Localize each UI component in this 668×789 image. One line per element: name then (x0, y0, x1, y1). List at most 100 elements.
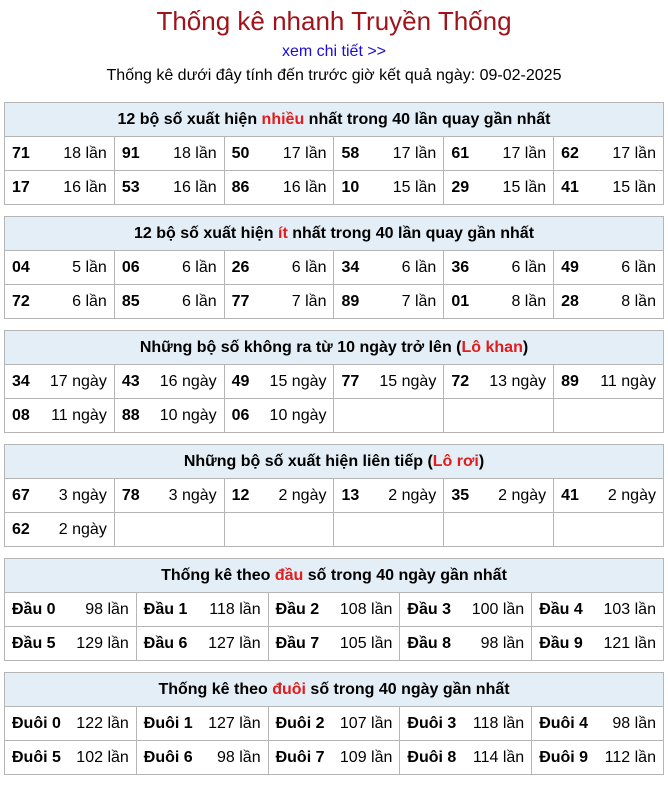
section-title-text: nhất trong 40 lần quay gần nhất (304, 111, 551, 128)
stat-cell: 12 2 ngày (225, 479, 335, 512)
stat-value: 2 ngày (278, 486, 327, 504)
stat-key: 35 (451, 486, 470, 504)
section-title-highlight: ít (278, 225, 288, 242)
view-details-link[interactable]: xem chi tiết >> (281, 43, 387, 60)
stat-cell: Đuôi 4 98 lần (532, 707, 663, 740)
stat-cell: Đuôi 9 112 lần (532, 741, 663, 774)
section-title-text: nhất trong 40 lần quay gần nhất (287, 225, 535, 242)
stat-key: Đuôi 9 (539, 748, 589, 766)
stat-key: 41 (561, 178, 579, 196)
stat-cell: 62 2 ngày (5, 513, 115, 546)
stat-value: 107 lần (339, 714, 393, 732)
stat-key: Đầu 7 (275, 634, 320, 652)
stat-cell: Đuôi 8 114 lần (400, 741, 533, 774)
stat-value: 6 lần (511, 258, 547, 276)
stat-key: 53 (121, 178, 140, 196)
stat-cell: 49 15 ngày (225, 365, 335, 398)
stat-value: 11 ngày (600, 372, 656, 390)
stat-cell: 53 16 lần (115, 171, 225, 204)
stat-key: 78 (121, 486, 140, 504)
stat-value: 16 lần (173, 178, 217, 196)
stat-cell: Đầu 5 129 lần (5, 627, 137, 660)
stat-cell: 28 8 lần (554, 285, 663, 318)
stat-cell: 04 5 lần (5, 251, 115, 284)
stat-value: 13 ngày (489, 372, 547, 390)
section-title-text: Thống kê theo (158, 681, 273, 698)
stat-key: Đuôi 8 (407, 748, 457, 766)
stat-value: 7 lần (291, 292, 327, 310)
stat-value: 6 lần (401, 258, 437, 276)
stat-key: Đuôi 4 (539, 714, 589, 732)
stat-key: 43 (121, 372, 140, 390)
empty-cell (444, 399, 555, 432)
page-header: Thống kê nhanh Truyền Thống xem chi tiết… (0, 6, 668, 86)
stat-key: Đầu 9 (539, 634, 583, 652)
stat-key: 72 (451, 372, 470, 390)
table-row: Đầu 5 129 lần Đầu 6 127 lần Đầu 7 105 lần Đầu … (5, 626, 663, 660)
stat-key: Đầu 0 (12, 600, 56, 618)
section-title: Những bộ số xuất hiện liên tiếp (Lô rơi) (5, 445, 663, 479)
lo-roi-section: Những bộ số xuất hiện liên tiếp (Lô rơi)… (4, 444, 664, 547)
stat-cell: Đuôi 1 127 lần (137, 707, 269, 740)
stat-key: 77 (341, 372, 360, 390)
stat-value: 129 lần (76, 634, 129, 652)
stat-value: 2 ngày (58, 520, 107, 538)
stat-value: 6 lần (181, 292, 217, 310)
least-frequent-section: 12 bộ số xuất hiện ít nhất trong 40 lần … (4, 216, 664, 319)
section-title-text: số trong 40 ngày gần nhất (303, 567, 507, 584)
stat-cell: Đầu 9 121 lần (532, 627, 663, 660)
stat-cell: Đầu 2 108 lần (269, 593, 401, 626)
table-row: 67 3 ngày 78 3 ngày 12 2 ngày 13 2 ngày 35 2 ngày… (5, 479, 663, 512)
stat-cell: 34 17 ngày (5, 365, 115, 398)
stat-cell: 71 18 lần (5, 137, 115, 170)
stat-key: 01 (451, 292, 470, 310)
stat-key: Đầu 4 (539, 600, 583, 618)
stat-value: 114 lần (472, 748, 525, 766)
stat-cell: Đuôi 6 98 lần (137, 741, 269, 774)
stat-value: 98 lần (217, 748, 261, 766)
stat-cell: Đầu 7 105 lần (269, 627, 401, 660)
stat-value: 127 lần (208, 714, 261, 732)
stat-key: 89 (341, 292, 360, 310)
stat-cell: Đầu 8 98 lần (400, 627, 533, 660)
empty-cell (554, 399, 663, 432)
stat-key: 77 (231, 292, 250, 310)
stat-value: 17 lần (502, 144, 547, 162)
stat-cell: 62 17 lần (554, 137, 663, 170)
stat-key: 67 (12, 486, 30, 504)
stat-cell: 89 7 lần (334, 285, 445, 318)
table-row: Đuôi 0 122 lần Đuôi 1 127 lần Đuôi 2 107 lần Đ… (5, 707, 663, 740)
table-row: Đầu 0 98 lần Đầu 1 118 lần Đầu 2 108 lần Đầu 3… (5, 593, 663, 626)
stat-value: 98 lần (85, 600, 129, 618)
stat-cell: Đầu 6 127 lần (137, 627, 269, 660)
stat-value: 7 lần (401, 292, 437, 310)
stat-key: 62 (561, 144, 579, 162)
stat-value: 15 lần (502, 178, 547, 196)
empty-cell (554, 513, 663, 546)
stat-cell: 78 3 ngày (115, 479, 225, 512)
stat-cell: 91 18 lần (115, 137, 225, 170)
stat-key: Đuôi 1 (143, 714, 193, 732)
stat-value: 103 lần (603, 600, 656, 618)
stat-cell: 89 11 ngày (554, 365, 663, 398)
stat-cell: Đuôi 3 118 lần (400, 707, 533, 740)
stat-cell: Đầu 4 103 lần (532, 593, 663, 626)
table-row: 71 18 lần 91 18 lần 50 17 lần 58 17 lần 61 17 lần… (5, 137, 663, 170)
section-title: 12 bộ số xuất hiện nhiều nhất trong 40 l… (5, 103, 663, 137)
stat-key: 28 (561, 292, 579, 310)
stat-value: 118 lần (472, 714, 525, 732)
stat-key: 06 (231, 406, 250, 424)
stat-value: 15 lần (392, 178, 437, 196)
section-title-highlight: Lô khan (461, 339, 523, 356)
stat-value: 105 lần (339, 634, 393, 652)
stat-key: 17 (12, 178, 30, 196)
stat-cell: 01 8 lần (444, 285, 555, 318)
stat-cell: 77 15 ngày (334, 365, 445, 398)
stat-key: 50 (231, 144, 250, 162)
stat-cell: Đầu 1 118 lần (137, 593, 269, 626)
stat-key: 08 (12, 406, 30, 424)
section-title-text: 12 bộ số xuất hiện (133, 225, 278, 242)
stat-value: 15 ngày (379, 372, 437, 390)
stat-key: Đầu 6 (143, 634, 188, 652)
stat-key: Đầu 2 (275, 600, 320, 618)
